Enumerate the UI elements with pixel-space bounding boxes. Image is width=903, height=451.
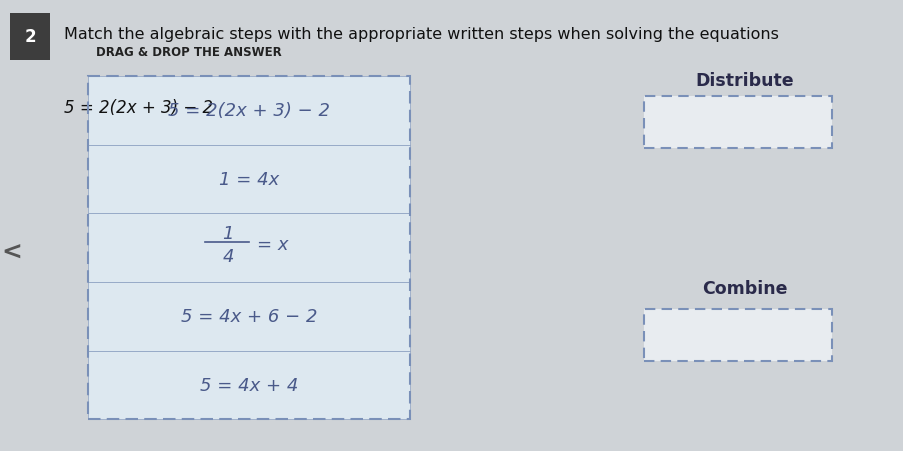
Text: 1: 1: [222, 225, 234, 243]
Bar: [88, 77, 409, 145]
Bar: [88, 77, 409, 419]
Text: 2: 2: [24, 28, 36, 46]
Bar: [88, 214, 409, 282]
Bar: [88, 351, 409, 419]
Text: 1 = 4x: 1 = 4x: [219, 170, 279, 189]
Bar: [88, 282, 409, 351]
Bar: [643, 309, 832, 361]
Text: 5 = 4x + 4: 5 = 4x + 4: [200, 376, 298, 394]
Text: Combine: Combine: [701, 280, 787, 298]
Text: Distribute: Distribute: [694, 72, 793, 90]
Bar: [88, 145, 409, 214]
Text: 4: 4: [222, 247, 234, 265]
Text: Match the algebraic steps with the appropriate written steps when solving the eq: Match the algebraic steps with the appro…: [63, 27, 777, 42]
Bar: [10, 14, 51, 61]
Text: <: <: [2, 240, 23, 265]
Text: 5 = 4x + 6 − 2: 5 = 4x + 6 − 2: [181, 308, 317, 326]
Bar: [643, 97, 832, 149]
Text: 5 = 2(2x + 3) − 2: 5 = 2(2x + 3) − 2: [63, 99, 212, 117]
Text: 5 = 2(2x + 3) − 2: 5 = 2(2x + 3) − 2: [168, 102, 330, 120]
Text: = x: = x: [257, 236, 288, 254]
Text: DRAG & DROP THE ANSWER: DRAG & DROP THE ANSWER: [96, 46, 282, 59]
